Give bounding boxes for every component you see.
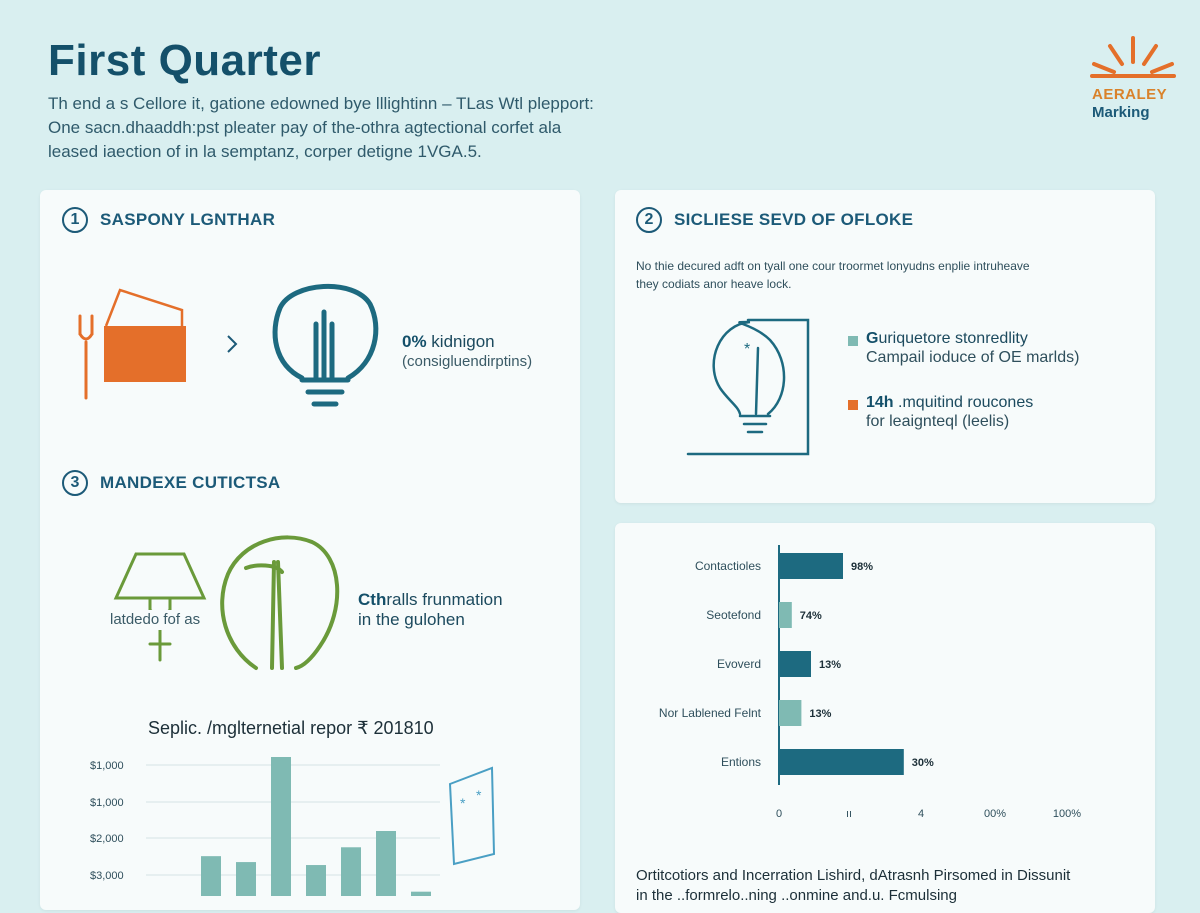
sun-logo-icon xyxy=(1090,36,1176,78)
y-tick-label: $3,000 xyxy=(90,870,124,882)
intro-line: Th end a s Cellore it, gatione edowned b… xyxy=(48,94,594,113)
intro-paragraph: Th end a s Cellore it, gatione edowned b… xyxy=(48,92,688,164)
bar-value-label: 13% xyxy=(819,659,841,671)
section-title: MANDEXE CUTICTSA xyxy=(100,473,281,492)
section-3-text-rest: ralls frunmation xyxy=(386,590,503,609)
section-3-text: Cthralls frunmation in the gulohen xyxy=(358,590,503,630)
section-number: 2 xyxy=(636,207,662,233)
description-line: No thie decured adft on tyall one cour t… xyxy=(636,259,1030,273)
category-label: Entions xyxy=(721,755,761,769)
section-2-description: No thie decured adft on tyall one cour t… xyxy=(636,257,1030,293)
stat-label: kidnigon xyxy=(426,332,495,351)
legend-sub: Campail ioduce of OE marlds) xyxy=(866,349,1080,366)
bar xyxy=(306,865,326,896)
category-label: Evoverd xyxy=(717,657,761,671)
intro-line: One sacn.dhaaddh:pst pleater pay of the-… xyxy=(48,118,562,137)
logo-text: AERALEY xyxy=(1092,86,1168,103)
section-1-stat: 0% kidnigon (consigluendirptins) xyxy=(402,332,532,372)
legend-item: 14h .mquitind roucones for leaignteql (l… xyxy=(848,394,1079,432)
footer-line: Ortitcotiors and Incerration Lishird, dA… xyxy=(636,867,1071,884)
lightbulb-icon xyxy=(272,284,379,407)
report-bar-chart: $1,000 $1,000 $2,000 $3,000 xyxy=(90,757,440,896)
bar-value-label: 98% xyxy=(851,561,873,573)
legend-swatch xyxy=(848,400,858,410)
bar xyxy=(376,831,396,896)
x-tick-label: ıı xyxy=(846,808,852,820)
y-tick-label: $1,000 xyxy=(90,760,124,772)
category-label: Contactioles xyxy=(695,559,761,573)
x-tick-label: 4 xyxy=(918,808,924,820)
bar xyxy=(411,891,431,896)
snow-card-icon: * * xyxy=(448,766,496,866)
legend-text: uriquetore stonredlity xyxy=(878,330,1028,347)
bar xyxy=(236,862,256,896)
leaf-bulb-icon xyxy=(220,535,340,670)
bar xyxy=(779,553,843,579)
bar xyxy=(779,651,811,677)
sign-label: latdedo fof as xyxy=(108,610,203,630)
y-tick-label: $1,000 xyxy=(90,797,124,809)
description-line: they codiats anor heave lock. xyxy=(636,277,792,291)
x-tick-label: 00% xyxy=(984,808,1006,820)
footer-line: in the ..formrelo..ning ..onmine and.u. … xyxy=(636,887,957,904)
legend-lead: G xyxy=(866,330,879,347)
x-tick-label: 100% xyxy=(1053,808,1081,820)
section-2-legend: Guriquetore stonredlity Campail ioduce o… xyxy=(848,330,1079,432)
footer-text: Ortitcotiors and Incerration Lishird, dA… xyxy=(636,866,1070,906)
section-3-text-line2: in the gulohen xyxy=(358,610,465,629)
right-bottom-panel xyxy=(615,523,1155,913)
category-label: Seotefond xyxy=(706,608,761,622)
bar xyxy=(271,757,291,896)
legend-text: .mquitind roucones xyxy=(893,394,1034,411)
chevron-right-icon xyxy=(227,335,238,353)
bar xyxy=(779,749,904,775)
svg-text:*: * xyxy=(476,787,482,803)
bar xyxy=(201,856,221,896)
section-3-header: 3 MANDEXE CUTICTSA xyxy=(62,470,280,496)
logo-subtext: Marking xyxy=(1092,104,1150,121)
intro-line: leased iaection of in la semptanz, corpe… xyxy=(48,142,482,161)
box-icon xyxy=(104,288,186,382)
sign-icon xyxy=(113,552,207,662)
legend-lead: 14h xyxy=(866,394,894,411)
x-tick-label: 0 xyxy=(776,808,782,820)
legend-item: Guriquetore stonredlity Campail ioduce o… xyxy=(848,330,1079,368)
horizontal-bar-chart: Contactioles 98% Seotefond 74% Evoverd 13% Nor… xyxy=(659,545,1081,820)
bar xyxy=(779,700,802,726)
y-tick-label: $2,000 xyxy=(90,833,124,845)
section-2-header: 2 SICLIESE SEVD OF OFLOKE xyxy=(636,207,913,233)
report-title: Seplic. /mglternetial repor ₹ 201810 xyxy=(148,718,434,738)
section-title: SICLIESE SEVD OF OFLOKE xyxy=(674,210,914,229)
page-title: First Quarter xyxy=(48,36,322,85)
fork-icon xyxy=(78,314,94,400)
stat-sublabel: (consigluendirptins) xyxy=(402,353,533,370)
bar-value-label: 13% xyxy=(809,708,831,720)
lightbulb-frame-icon: * xyxy=(686,318,810,456)
legend-swatch xyxy=(848,336,858,346)
section-number: 3 xyxy=(62,470,88,496)
bar xyxy=(779,602,792,628)
section-number: 1 xyxy=(62,207,88,233)
section-title: SASPONY LGNTHAR xyxy=(100,210,276,229)
category-label: Nor Lablened Felnt xyxy=(659,706,762,720)
svg-text:*: * xyxy=(460,795,466,811)
stat-value: 0% xyxy=(402,332,427,351)
bar-value-label: 30% xyxy=(912,757,934,769)
svg-text:*: * xyxy=(744,341,750,358)
bar-value-label: 74% xyxy=(800,610,822,622)
bar xyxy=(341,847,361,896)
legend-sub: for leaignteql (leelis) xyxy=(866,413,1010,430)
right-top-panel xyxy=(615,190,1155,503)
section-3-text-bold: Cth xyxy=(358,590,387,609)
section-1-header: 1 SASPONY LGNTHAR xyxy=(62,207,275,233)
